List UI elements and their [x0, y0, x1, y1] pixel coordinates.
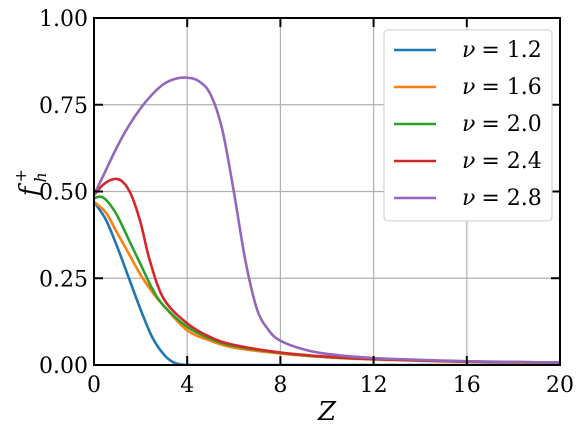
legend-item-2: ν = 1.6 — [394, 75, 542, 100]
y-axis-label-sub: h — [31, 172, 50, 182]
legend-label-3: ν = 2.0 — [462, 112, 542, 137]
series-line-2 — [94, 200, 560, 365]
legend-label-1: ν = 1.2 — [462, 38, 542, 63]
y-tick-label-0: 0.00 — [39, 354, 88, 379]
y-axis-label-sup: + — [11, 169, 30, 182]
series-line-1 — [94, 200, 560, 365]
x-tick-label-0: 0 — [87, 373, 101, 398]
x-tick-label-3: 12 — [360, 373, 388, 398]
y-tick-label-1: 0.25 — [39, 267, 88, 292]
x-tick-label-1: 4 — [180, 373, 194, 398]
y-tick-label-4: 1.00 — [39, 7, 88, 32]
legend-box — [383, 29, 553, 222]
legend-item-3: ν = 2.0 — [394, 112, 542, 137]
legend-items: ν = 1.2 ν = 1.6 ν = 2.0 ν = 2.4 ν = 2.8 — [394, 38, 542, 211]
x-axis-label: Z — [317, 397, 337, 427]
x-tick-label-2: 8 — [273, 373, 287, 398]
ticks — [93, 17, 561, 366]
legend-label-4: ν = 2.4 — [462, 149, 542, 174]
x-tick-label-5: 20 — [546, 373, 574, 398]
x-tick-label-4: 16 — [453, 373, 481, 398]
legend-item-4: ν = 2.4 — [394, 149, 542, 174]
y-tick-label-3: 0.75 — [39, 94, 88, 119]
legend-item-5: ν = 2.8 — [394, 186, 542, 211]
y-tick-label-2: 0.50 — [39, 181, 88, 206]
series-line-3 — [94, 195, 560, 364]
legend: ν = 1.2 ν = 1.6 ν = 2.0 ν = 2.4 ν = 2.8 — [383, 29, 553, 222]
legend-item-1: ν = 1.2 — [394, 38, 542, 63]
legend-label-2: ν = 1.6 — [462, 75, 542, 100]
tick-labels: 0 4 8 12 16 20 0.00 0.25 0.50 0.75 1.00 — [39, 7, 574, 398]
series-line-5 — [94, 76, 560, 364]
legend-label-5: ν = 2.8 — [462, 186, 542, 211]
